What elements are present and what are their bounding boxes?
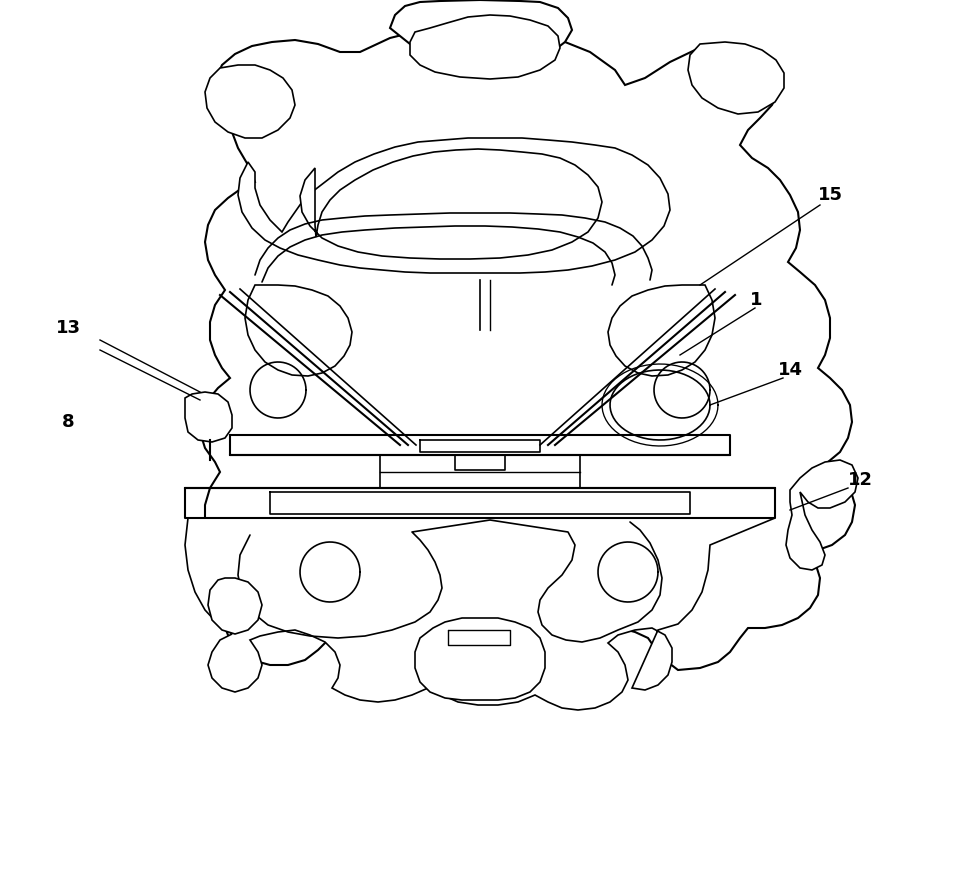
Polygon shape [208,578,261,634]
Text: 8: 8 [62,413,74,431]
Polygon shape [200,25,854,685]
Polygon shape [185,392,232,442]
Text: 13: 13 [56,319,81,337]
Polygon shape [185,518,775,710]
Text: 1: 1 [749,291,761,309]
Text: 15: 15 [817,186,842,204]
Polygon shape [300,149,602,259]
Polygon shape [687,42,783,114]
Polygon shape [414,618,545,700]
Polygon shape [607,285,714,376]
Polygon shape [409,15,559,79]
Text: 14: 14 [776,361,801,379]
Polygon shape [245,285,352,376]
Polygon shape [785,460,857,570]
Text: 12: 12 [847,471,872,489]
Polygon shape [237,138,669,273]
Polygon shape [389,0,572,67]
Polygon shape [205,65,295,138]
